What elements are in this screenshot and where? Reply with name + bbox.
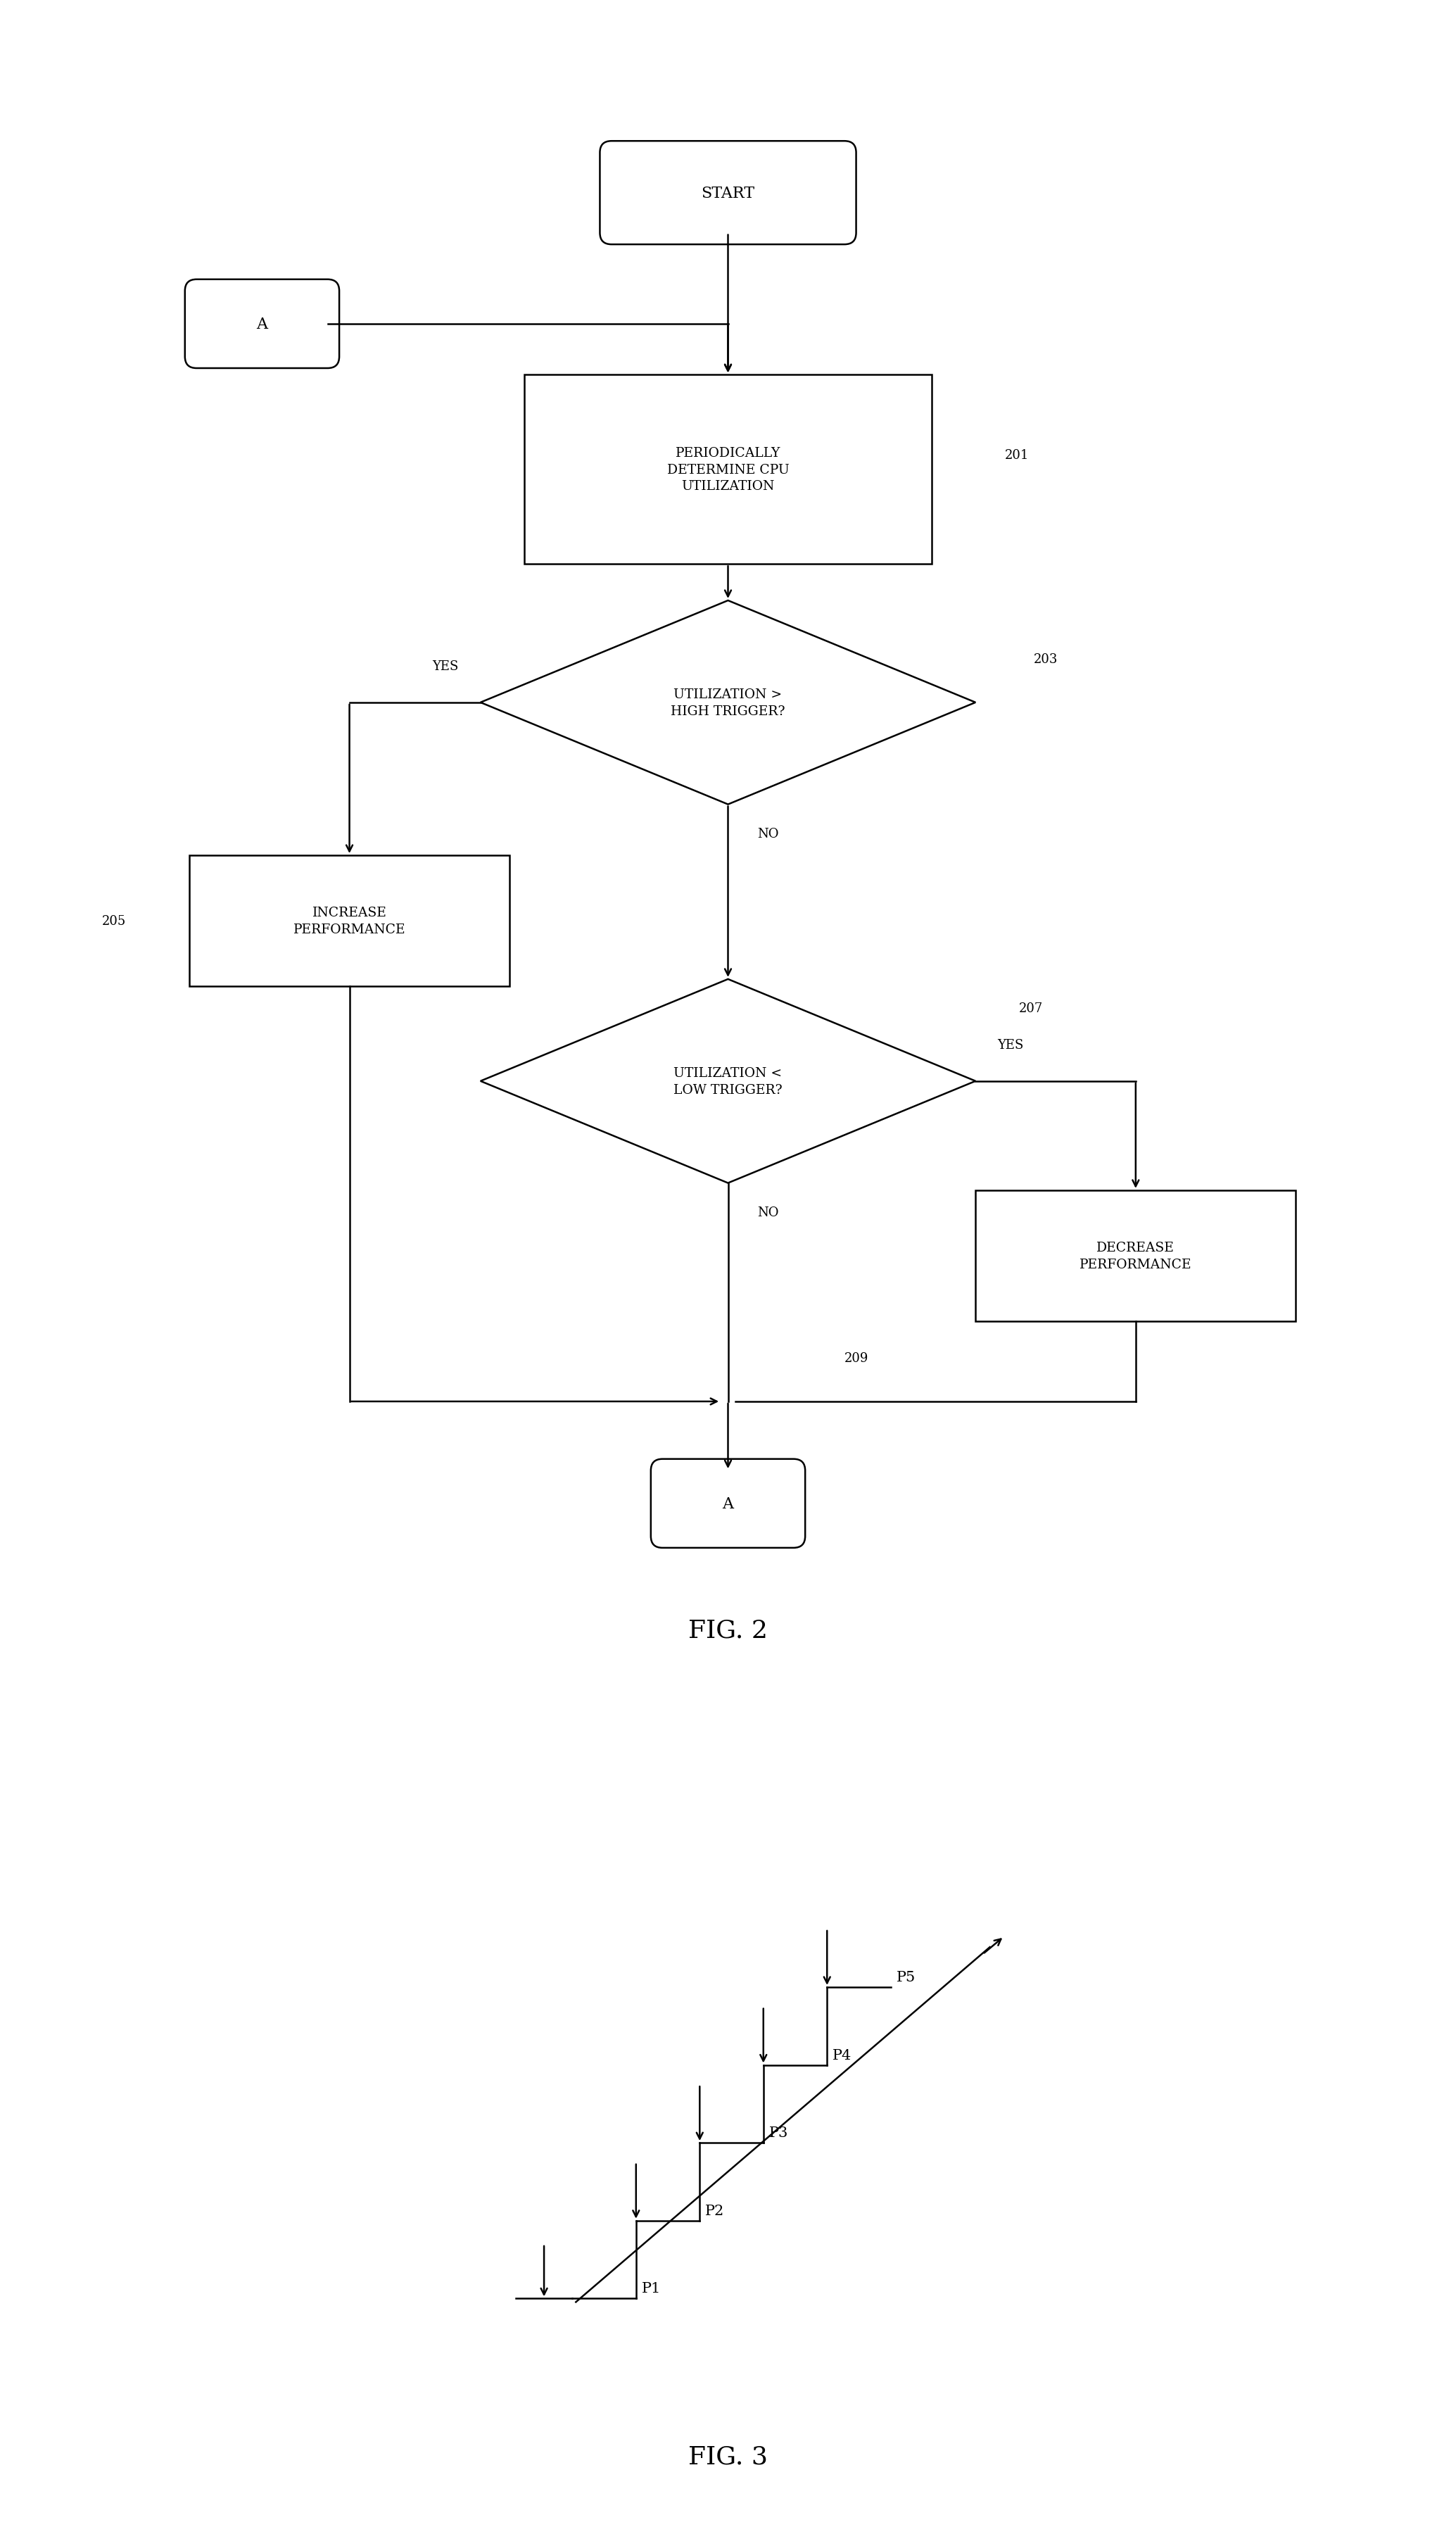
Text: A: A [722, 1496, 734, 1511]
Text: FIG. 3: FIG. 3 [689, 2444, 767, 2469]
FancyBboxPatch shape [651, 1458, 805, 1549]
Text: P5: P5 [897, 1971, 916, 1984]
Text: UTILIZATION <
LOW TRIGGER?: UTILIZATION < LOW TRIGGER? [674, 1066, 782, 1097]
Bar [524, 377, 932, 564]
Text: 209: 209 [844, 1352, 869, 1365]
Bar [976, 1190, 1296, 1322]
Text: START: START [702, 184, 754, 202]
Text: NO: NO [757, 826, 779, 841]
FancyBboxPatch shape [600, 142, 856, 245]
Text: PERIODICALLY
DETERMINE CPU
UTILIZATION: PERIODICALLY DETERMINE CPU UTILIZATION [667, 447, 789, 493]
FancyBboxPatch shape [185, 280, 339, 369]
Text: A: A [256, 316, 268, 331]
Text: P3: P3 [769, 2125, 788, 2140]
Text: YES: YES [997, 1039, 1024, 1051]
Text: NO: NO [757, 1205, 779, 1218]
Text: YES: YES [432, 660, 459, 672]
Text: 205: 205 [102, 915, 127, 927]
Text: FIG. 2: FIG. 2 [689, 1617, 767, 1643]
Text: 207: 207 [1019, 1003, 1044, 1016]
Text: INCREASE
PERFORMANCE: INCREASE PERFORMANCE [293, 907, 406, 935]
Text: 201: 201 [1005, 450, 1029, 462]
Text: UTILIZATION >
HIGH TRIGGER?: UTILIZATION > HIGH TRIGGER? [671, 687, 785, 718]
Text: 203: 203 [1034, 652, 1059, 665]
Bar [189, 857, 510, 986]
Polygon shape [480, 980, 976, 1183]
Text: P1: P1 [642, 2282, 661, 2295]
Text: P2: P2 [705, 2204, 725, 2216]
Polygon shape [480, 601, 976, 804]
Text: DECREASE
PERFORMANCE: DECREASE PERFORMANCE [1079, 1241, 1192, 1271]
Text: P4: P4 [833, 2049, 852, 2062]
